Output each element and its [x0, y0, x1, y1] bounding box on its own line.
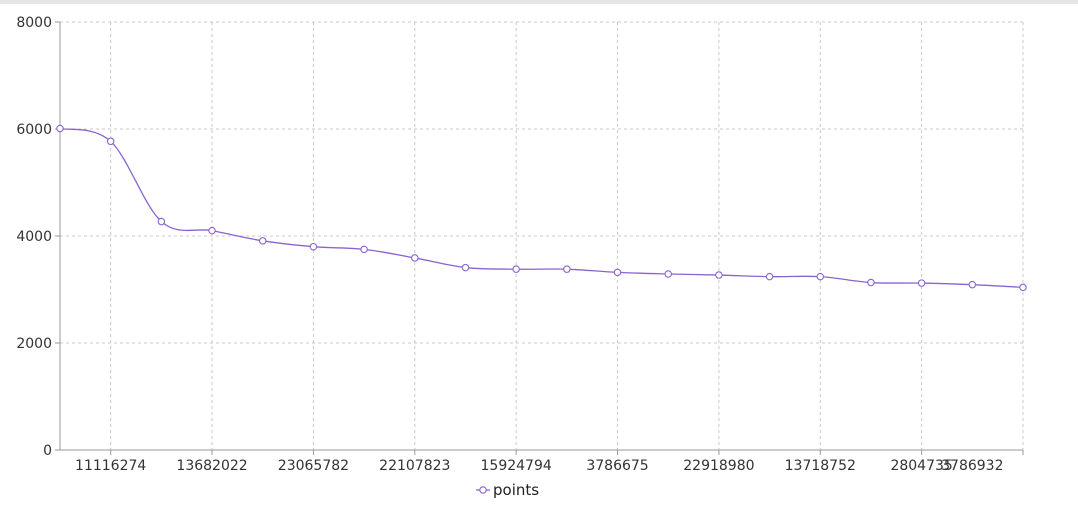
y-tick-label: 4000 — [16, 229, 52, 245]
y-axis-ticks: 0 2000 4000 6000 8000 — [16, 15, 60, 459]
x-tick-label: 3786675 — [586, 458, 648, 474]
data-point — [917, 279, 926, 287]
data-point — [1019, 283, 1027, 292]
x-tick-label: 2804735 — [890, 458, 952, 474]
data-point — [461, 263, 470, 272]
series-line — [59, 127, 1024, 289]
x-tick-label: 22107823 — [379, 458, 450, 474]
data-point — [968, 280, 977, 289]
data-point — [512, 265, 520, 273]
data-point — [563, 265, 571, 273]
data-point — [360, 245, 368, 254]
y-tick-label: 0 — [43, 443, 52, 459]
data-point — [816, 272, 825, 281]
data-point — [664, 270, 672, 278]
data-point — [613, 268, 622, 277]
x-axis-ticks: 11116274 13682022 23065782 22107823 15924794… — [75, 450, 1024, 474]
data-point — [258, 237, 267, 245]
x-tick-label: 23065782 — [278, 458, 349, 474]
y-tick-label: 8000 — [16, 15, 52, 31]
legend: points — [476, 481, 539, 499]
x-tick-label: 3786932 — [941, 458, 1003, 474]
data-point — [411, 254, 419, 262]
data-point — [867, 278, 875, 287]
data-point — [208, 226, 216, 235]
x-tick-label: 13718752 — [785, 458, 856, 474]
data-point — [715, 271, 723, 279]
grid-lines — [60, 21, 1024, 450]
y-tick-label: 6000 — [16, 122, 52, 138]
data-point — [106, 137, 115, 146]
y-tick-label: 2000 — [16, 336, 52, 352]
x-tick-label: 15924794 — [481, 458, 552, 474]
data-point — [56, 124, 64, 133]
data-point — [765, 272, 774, 281]
x-tick-label: 22918980 — [683, 458, 754, 474]
x-tick-label: 11116274 — [75, 458, 146, 474]
top-border — [0, 0, 1078, 4]
data-point — [157, 217, 166, 226]
legend-label: points — [493, 481, 539, 499]
series-layer — [56, 124, 1027, 292]
data-point — [309, 242, 318, 251]
legend-swatch-marker — [479, 486, 487, 494]
x-tick-label: 13682022 — [176, 458, 247, 474]
